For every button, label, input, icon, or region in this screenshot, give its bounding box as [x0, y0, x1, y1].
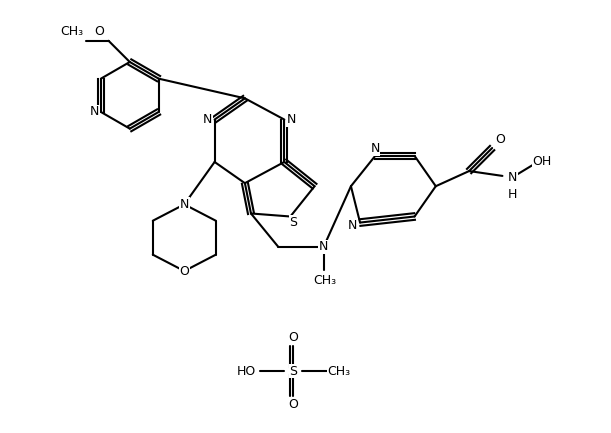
- Text: H: H: [508, 188, 518, 201]
- Text: O: O: [496, 133, 505, 146]
- Text: N: N: [203, 113, 212, 126]
- Text: O: O: [180, 265, 189, 278]
- Text: N: N: [287, 113, 296, 126]
- Text: CH₃: CH₃: [313, 274, 337, 287]
- Text: S: S: [290, 216, 298, 229]
- Text: OH: OH: [532, 155, 552, 168]
- Text: N: N: [319, 240, 328, 253]
- Text: O: O: [95, 25, 104, 38]
- Text: N: N: [370, 142, 380, 155]
- Text: N: N: [348, 219, 357, 232]
- Text: O: O: [288, 331, 298, 344]
- Text: HO: HO: [236, 365, 256, 378]
- Text: CH₃: CH₃: [327, 365, 350, 378]
- Text: N: N: [508, 171, 518, 184]
- Text: CH₃: CH₃: [60, 25, 84, 38]
- Text: N: N: [90, 106, 100, 119]
- Text: O: O: [288, 398, 298, 411]
- Text: N: N: [180, 198, 189, 211]
- Text: S: S: [290, 365, 298, 378]
